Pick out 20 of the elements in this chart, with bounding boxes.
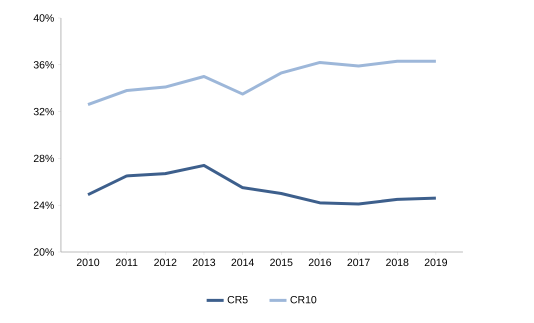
- legend-label: CR10: [290, 296, 316, 304]
- x-tick-label: 2010: [76, 258, 100, 266]
- y-tick-label: 24%: [34, 202, 54, 209]
- x-tick-label: 2014: [232, 258, 254, 266]
- y-tick-label: 20%: [34, 248, 54, 256]
- x-tick-label: 2015: [270, 258, 292, 266]
- x-tick-label: 2011: [116, 258, 138, 266]
- x-tick-label: 2017: [347, 258, 370, 266]
- x-tick-label: 2019: [424, 258, 448, 266]
- x-tick-label: 2013: [192, 258, 216, 266]
- y-tick-label: 40%: [34, 14, 54, 22]
- x-tick-label: 2018: [386, 258, 408, 266]
- y-tick-label: 36%: [34, 61, 54, 69]
- y-tick-label: 32%: [34, 108, 54, 116]
- y-tick-label: 28%: [34, 154, 54, 162]
- x-tick-label: 2012: [154, 258, 176, 266]
- legend-label: CR5: [228, 296, 248, 304]
- line-series: [86, 60, 438, 106]
- line-series: [86, 164, 438, 206]
- x-tick-label: 2016: [308, 258, 332, 266]
